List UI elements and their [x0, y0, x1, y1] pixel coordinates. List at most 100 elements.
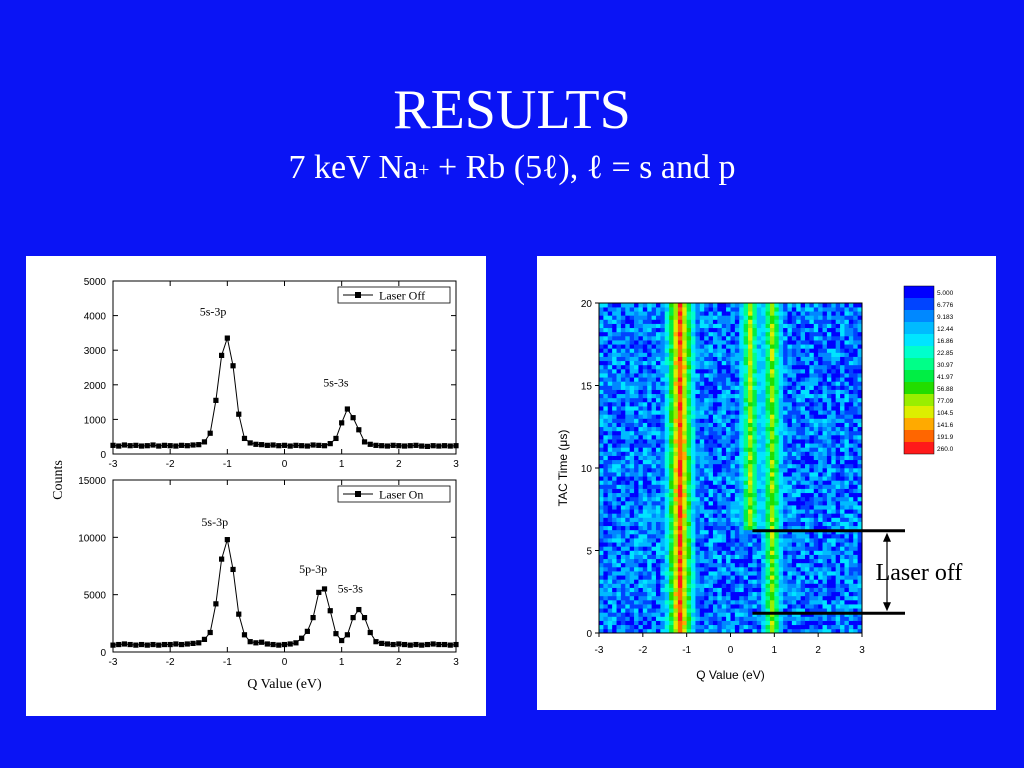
top-chart-data-point	[407, 443, 413, 449]
heatmap-cell	[660, 595, 666, 601]
heatmap-cell	[607, 612, 613, 617]
heatmap-cell	[734, 393, 740, 399]
heatmap-cell	[712, 554, 718, 560]
heatmap-cell	[712, 476, 718, 481]
heatmap-cell	[805, 534, 810, 539]
heatmap-cell	[708, 484, 714, 489]
heatmap-cell	[774, 430, 780, 436]
heatmap-cell	[655, 303, 661, 308]
heatmap-cell	[826, 538, 832, 543]
heatmap-cell	[826, 369, 832, 374]
heatmap-cell	[712, 595, 718, 601]
top-chart-data-point	[247, 440, 253, 446]
heatmap-cell	[826, 381, 832, 386]
heatmap-cell	[603, 315, 609, 320]
heatmap-cell	[774, 534, 780, 539]
heatmap-cell	[831, 443, 836, 448]
heatmap-cell	[756, 492, 762, 498]
heatmap-cell	[818, 381, 823, 386]
heatmap-cell	[634, 587, 639, 593]
heatmap-cell	[721, 435, 727, 440]
heatmap-cell	[669, 381, 674, 386]
heatmap-cell	[813, 525, 819, 531]
heatmap-cell	[629, 501, 635, 506]
heatmap-cell	[616, 373, 622, 378]
heatmap-cell	[857, 439, 863, 444]
heatmap-cell	[677, 340, 683, 345]
heatmap-cell	[673, 583, 679, 588]
heatmap-cell	[752, 443, 758, 448]
heatmap-cell	[647, 402, 652, 407]
heatmap-cell	[651, 410, 657, 415]
heatmap-cell	[840, 373, 845, 378]
heatmap-cell	[726, 488, 731, 494]
heatmap-cell	[704, 575, 709, 580]
heatmap-cell	[826, 311, 832, 316]
heatmap-cell	[761, 447, 766, 452]
heatmap-cell	[822, 426, 828, 432]
heatmap-cell	[616, 525, 622, 531]
heatmap-cell	[712, 628, 718, 634]
heatmap-cell	[822, 488, 828, 494]
heatmap-cell	[686, 595, 692, 601]
bottom-chart-data-point	[441, 641, 448, 648]
heatmap-cell	[805, 344, 810, 349]
heatmap-cell	[796, 303, 801, 308]
heatmap-cell	[778, 307, 784, 312]
heatmap-cell	[704, 323, 709, 329]
heatmap-cell	[616, 307, 622, 312]
heatmap-cell	[822, 406, 828, 411]
heatmap-cell	[818, 480, 823, 485]
heatmap-cell	[664, 595, 670, 601]
heatmap-cell	[708, 509, 714, 514]
heatmap-cell	[826, 624, 832, 630]
heatmap-cell	[708, 591, 714, 597]
heatmap-cell	[612, 311, 617, 316]
heatmap-cell	[813, 501, 819, 506]
heatmap-cell	[831, 472, 836, 477]
heatmap-cell	[765, 608, 771, 613]
heatmap-cell	[769, 579, 775, 584]
heatmap-cell	[787, 488, 793, 494]
heatmap-cell	[651, 360, 657, 366]
heatmap-cell	[695, 315, 701, 320]
heatmap-cell	[826, 307, 832, 312]
heatmap-cell	[629, 472, 635, 477]
heatmap-cell	[625, 455, 630, 461]
heatmap-cell	[625, 562, 630, 568]
heatmap-cell	[712, 447, 718, 452]
heatmap-cell	[664, 356, 670, 362]
heatmap-cell	[739, 525, 744, 531]
heatmap-cell	[677, 360, 683, 366]
heatmap-cell	[805, 468, 810, 473]
heatmap-cell	[699, 356, 705, 362]
heatmap-cell	[761, 538, 766, 543]
heatmap-cell	[761, 385, 766, 390]
heatmap-cell	[752, 579, 758, 584]
heatmap-cell	[752, 509, 758, 514]
heatmap-cell	[677, 377, 683, 382]
heatmap-cell	[620, 521, 626, 527]
heatmap-cell	[677, 435, 683, 440]
heatmap-cell	[686, 381, 692, 386]
heatmap-cell	[765, 595, 771, 601]
heatmap-cell	[612, 595, 617, 601]
heatmap-cell	[708, 492, 714, 498]
heatmap-cell	[612, 443, 617, 448]
heatmap-cell	[620, 352, 626, 357]
heatmap-cell	[664, 377, 670, 382]
heatmap-cell	[800, 426, 806, 432]
heatmap-cell	[800, 319, 806, 324]
heatmap-cell	[712, 575, 718, 580]
heatmap-cell	[774, 418, 780, 423]
heatmap-cell	[818, 587, 823, 593]
heatmap-cell	[704, 406, 709, 411]
heatmap-cell	[603, 373, 609, 378]
heatmap-cell	[660, 550, 666, 555]
heatmap-cell	[620, 373, 626, 378]
heatmap-cell	[673, 620, 679, 626]
heatmap-cell	[800, 517, 806, 522]
heatmap-cell	[664, 311, 670, 316]
heatmap-cell	[800, 492, 806, 498]
heatmap-cell	[739, 628, 744, 634]
